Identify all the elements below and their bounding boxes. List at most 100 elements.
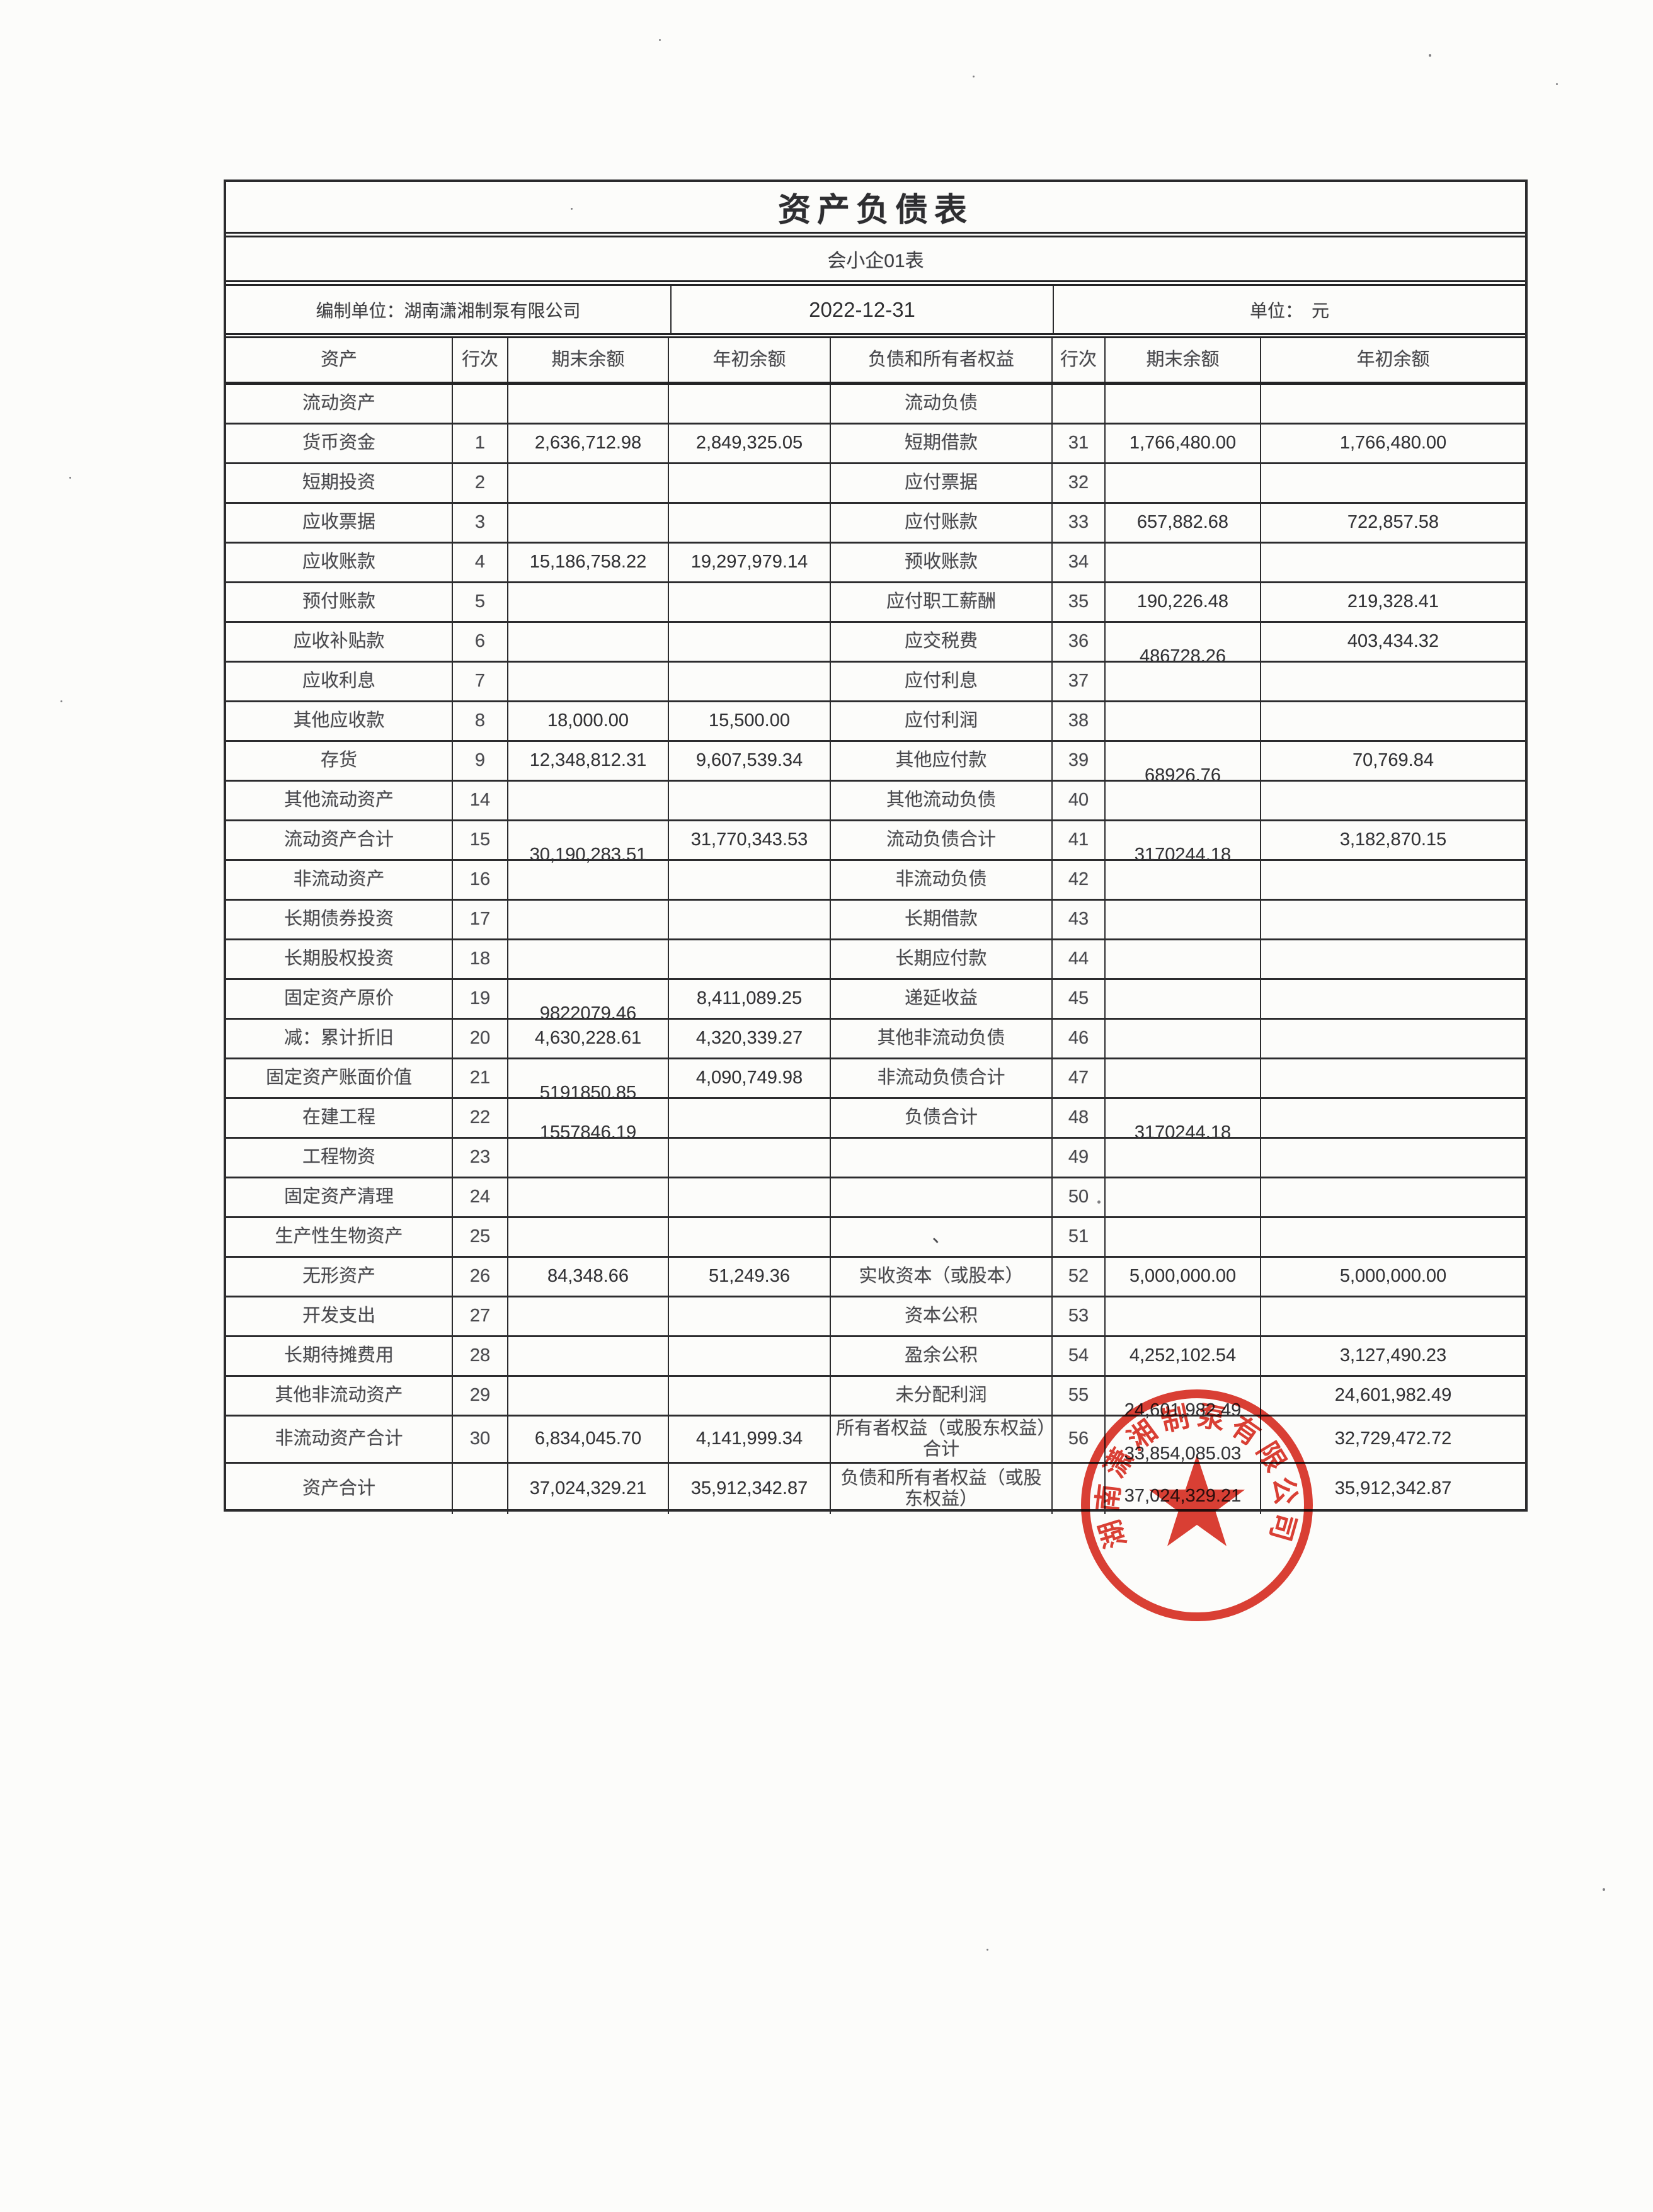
liability-label-cell — [831, 1139, 1053, 1177]
liability-label-cell: 应付票据 — [831, 464, 1053, 502]
liability-lineno-cell: 34 — [1053, 544, 1106, 581]
liability-lineno-cell: 42 — [1053, 861, 1106, 899]
liability-opening-balance-cell — [1261, 1139, 1525, 1177]
liability-ending-balance-cell: 657,882.68 — [1106, 504, 1261, 542]
liability-opening-balance-cell — [1261, 385, 1525, 423]
liability-opening-balance-cell — [1261, 1059, 1525, 1097]
liability-ending-balance-cell — [1106, 1139, 1261, 1177]
liability-label-cell: 负债和所有者权益（或股东权益） — [831, 1464, 1053, 1514]
table-row: 固定资产清理 24 50 — [226, 1178, 1525, 1218]
table-body: 流动资产 流动负债 货币资金 1 2,636,712.98 2,849,325.05 短期借… — [226, 385, 1525, 1514]
asset-label-cell: 其他应收款 — [226, 702, 453, 740]
asset-lineno-cell: 5 — [453, 583, 508, 621]
liability-ending-balance-cell: 3170244.18 — [1106, 821, 1261, 865]
liability-ending-balance-cell: 4,252,102.54 — [1106, 1337, 1261, 1375]
table-row: 长期股权投资 18 长期应付款 44 — [226, 940, 1525, 980]
asset-ending-balance-cell — [508, 1218, 669, 1256]
liability-opening-balance-cell — [1261, 1297, 1525, 1335]
table-row: 开发支出 27 资本公积 53 — [226, 1297, 1525, 1337]
liability-label-cell: 资本公积 — [831, 1297, 1053, 1335]
liability-opening-balance-cell: 1,766,480.00 — [1339, 433, 1447, 453]
company-seal-stamp: 湖南潇湘制泵有限公司 — [1081, 1389, 1313, 1621]
asset-lineno-cell — [453, 385, 508, 423]
liability-lineno-cell: 38 — [1053, 702, 1106, 740]
asset-opening-balance-cell — [669, 901, 831, 938]
liability-lineno-cell: 46 — [1053, 1020, 1106, 1058]
asset-opening-balance-cell: 4,141,999.34 — [669, 1417, 831, 1462]
column-header-4: 负债和所有者权益 — [831, 338, 1053, 382]
scan-speck — [987, 1949, 988, 1951]
asset-ending-balance-cell: 12,348,812.31 — [508, 742, 669, 780]
table-row: 固定资产原价 19 9822079.46 8,411,089.25 递延收益 45 — [226, 980, 1525, 1023]
table-row: 其他非流动资产 29 未分配利润 55 24,601,982.49 24,601,982.… — [226, 1377, 1525, 1420]
asset-ending-balance-cell — [508, 583, 669, 621]
asset-label-cell: 非流动资产 — [226, 861, 453, 899]
table-row: 长期债券投资 17 长期借款 43 — [226, 901, 1525, 940]
liability-ending-balance-cell — [1106, 861, 1261, 899]
asset-opening-balance-cell — [669, 504, 831, 542]
asset-label-cell: 非流动资产合计 — [226, 1417, 453, 1462]
asset-label-cell: 流动资产 — [226, 385, 453, 423]
liability-lineno-cell: 32 — [1053, 464, 1106, 502]
liability-opening-balance-cell — [1261, 1218, 1525, 1256]
liability-lineno-cell: 43 — [1053, 901, 1106, 938]
report-date-cell: 2022-12-31 — [672, 286, 1054, 333]
asset-label-cell: 固定资产清理 — [226, 1178, 453, 1216]
liability-lineno-cell — [1053, 1464, 1106, 1514]
scan-speck — [1429, 54, 1431, 57]
asset-lineno-cell: 30 — [453, 1417, 508, 1462]
asset-label-cell: 无形资产 — [226, 1258, 453, 1296]
column-header-6: 期末余额 — [1106, 338, 1261, 382]
asset-opening-balance-cell — [669, 1297, 831, 1335]
asset-ending-balance-cell — [508, 861, 669, 899]
asset-ending-balance-cell: 37,024,329.21 — [508, 1464, 669, 1514]
liability-opening-balance-cell: 35,912,342.87 — [1334, 1478, 1452, 1499]
liability-label-cell: 其他应付款 — [831, 742, 1053, 780]
asset-ending-balance-cell — [508, 1297, 669, 1335]
liability-opening-balance-cell — [1261, 901, 1525, 938]
asset-label-cell: 在建工程 — [226, 1099, 453, 1137]
liability-ending-balance-cell: 33,854,085.03 — [1106, 1417, 1261, 1464]
asset-label-cell: 开发支出 — [226, 1297, 453, 1335]
liability-ending-balance-cell — [1106, 385, 1261, 423]
table-row: 长期待摊费用 28 盈余公积 54 4,252,102.54 3,127,490.23 — [226, 1337, 1525, 1377]
liability-ending-balance-cell — [1106, 663, 1261, 700]
column-header-0: 资产 — [226, 338, 453, 382]
liability-label-cell: 应交税费 — [831, 623, 1053, 661]
liability-label-cell: 短期借款 — [831, 425, 1053, 462]
table-row: 资产合计 37,024,329.21 35,912,342.87 负债和所有者权益（或… — [226, 1464, 1525, 1514]
liability-opening-balance-cell: 219,328.41 — [1347, 591, 1439, 612]
liability-lineno-cell — [1053, 385, 1106, 423]
asset-opening-balance-cell — [669, 1337, 831, 1375]
asset-opening-balance-cell — [669, 623, 831, 661]
liability-lineno-cell: 44 — [1053, 940, 1106, 978]
asset-opening-balance-cell — [669, 464, 831, 502]
asset-lineno-cell: 28 — [453, 1337, 508, 1375]
asset-opening-balance-cell — [669, 385, 831, 423]
asset-label-cell: 固定资产账面价值 — [226, 1059, 453, 1097]
page-title: 资产负债表 — [777, 192, 973, 229]
asset-label-cell: 其他流动资产 — [226, 782, 453, 819]
liability-lineno-cell: 53 — [1053, 1297, 1106, 1335]
liability-lineno-cell: 33 — [1053, 504, 1106, 542]
asset-lineno-cell: 23 — [453, 1139, 508, 1177]
table-row: 预付账款 5 应付职工薪酬 35 190,226.48 219,328.41 — [226, 583, 1525, 623]
asset-opening-balance-cell: 35,912,342.87 — [669, 1464, 831, 1514]
column-header-row: 资产 行次 期末余额 年初余额 负债和所有者权益 行次 期末余额 年初余额 — [226, 338, 1525, 385]
liability-opening-balance-cell: 5,000,000.00 — [1339, 1266, 1447, 1287]
liability-label-cell: 非流动负债合计 — [831, 1059, 1053, 1097]
asset-label-cell: 长期债券投资 — [226, 901, 453, 938]
liability-label-cell: 长期借款 — [831, 901, 1053, 938]
asset-lineno-cell: 3 — [453, 504, 508, 542]
table-row: 非流动资产 16 非流动负债 42 — [226, 861, 1525, 901]
table-row: 流动资产合计 15 30,190,283.51 31,770,343.53 流动负债合计… — [226, 821, 1525, 865]
liability-ending-balance-cell — [1106, 1297, 1261, 1335]
asset-label-cell: 预付账款 — [226, 583, 453, 621]
liability-label-cell: 应付利润 — [831, 702, 1053, 740]
asset-ending-balance-cell: 15,186,758.22 — [508, 544, 669, 581]
table-row: 流动资产 流动负债 — [226, 385, 1525, 425]
liability-lineno-cell: 37 — [1053, 663, 1106, 700]
asset-opening-balance-cell — [669, 1178, 831, 1216]
liability-ending-balance-cell: 5,000,000.00 — [1106, 1258, 1261, 1296]
asset-opening-balance-cell: 51,249.36 — [669, 1258, 831, 1296]
